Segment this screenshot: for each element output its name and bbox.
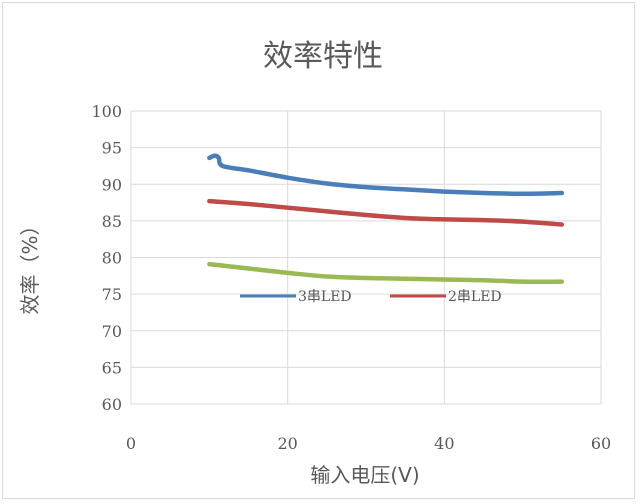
series-line-2 [207, 198, 565, 227]
y-tick-label: 60 [102, 395, 122, 414]
x-axis-label: 输入电压(V) [310, 463, 419, 487]
legend: 3串LED 2串LED [240, 289, 502, 305]
x-tick-label: 20 [277, 434, 297, 453]
x-tick-label: 0 [126, 434, 136, 453]
y-tick-label: 100 [91, 102, 122, 121]
series-line-3 [207, 261, 565, 285]
x-tick-label: 60 [591, 434, 611, 453]
series-line-1 [207, 153, 565, 197]
y-tick-label: 85 [102, 212, 122, 231]
y-axis-label: 效率（%） [18, 215, 42, 314]
y-tick-label: 80 [102, 249, 122, 268]
y-tick-label: 95 [102, 139, 122, 158]
series-lines [207, 153, 565, 285]
x-tick-labels: 0 20 40 60 [126, 434, 611, 453]
y-tick-label: 90 [102, 175, 122, 194]
grid-lines [130, 110, 602, 405]
y-tick-label: 65 [102, 358, 122, 377]
chart-frame [2, 2, 635, 499]
x-tick-label: 40 [434, 434, 454, 453]
chart-title: 效率特性 [263, 39, 383, 74]
y-tick-labels: 60 65 70 75 80 85 90 95 100 [91, 102, 122, 414]
y-tick-label: 70 [102, 322, 122, 341]
y-tick-label: 75 [102, 285, 122, 304]
legend-label-3-series: 3串LED [298, 289, 352, 305]
legend-label-2-series: 2串LED [448, 289, 502, 305]
